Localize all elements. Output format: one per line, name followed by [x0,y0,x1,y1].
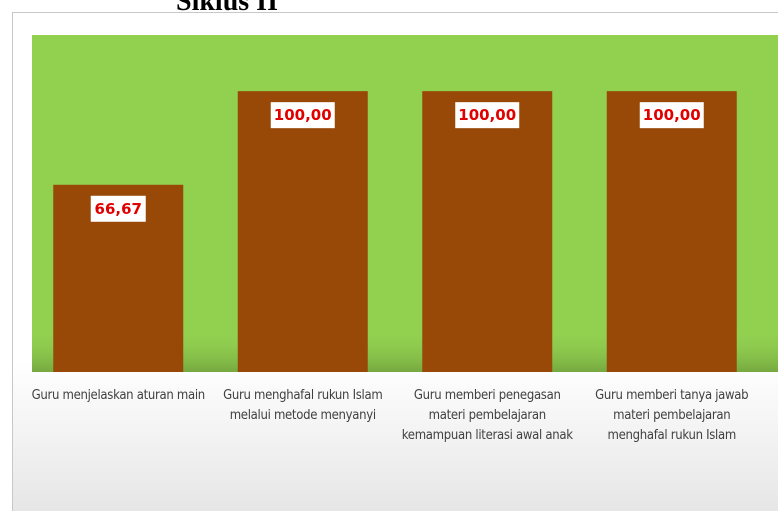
x-tick-label: Guru memberi tanya jawab materi pembelaj… [595,388,749,443]
x-tick-label: Guru menjelaskan aturan main [31,388,206,403]
value-label: 66,67 [95,200,142,218]
value-label: 100,00 [274,106,332,124]
x-tick-label: Guru memberi penegasan materi pembelajar… [401,388,573,443]
value-label: 100,00 [458,106,516,124]
chart-title: Siklus II [176,0,278,17]
value-label: 100,00 [643,106,701,124]
value-label-box [639,102,704,129]
bar [422,91,553,373]
bar [237,91,368,373]
x-tick-label: Guru menghafal rukun Islam melalui metod… [223,388,383,423]
value-label-box [455,102,520,129]
value-label-box [90,195,146,222]
value-label-box [270,102,335,129]
bar [606,91,737,373]
